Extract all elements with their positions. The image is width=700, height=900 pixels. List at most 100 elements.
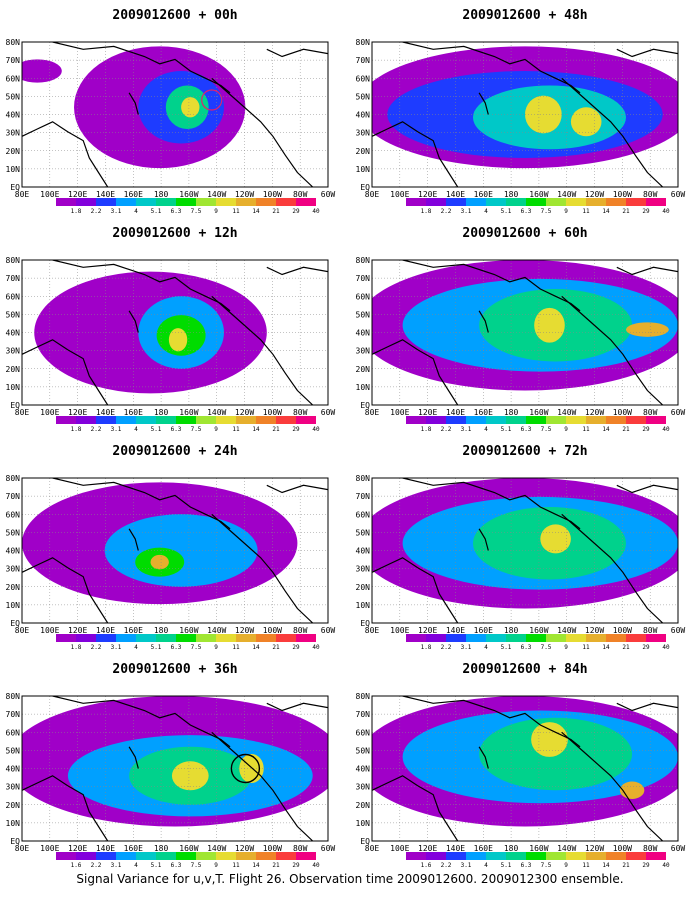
colorbar-swatch [406, 198, 426, 206]
colorbar-label: 40 [662, 426, 670, 433]
colorbar-swatch [566, 198, 586, 206]
lon-tick-label: 160E [124, 626, 143, 635]
lon-tick-label: 160W [179, 408, 198, 417]
coastline [372, 339, 459, 405]
lat-tick-label: 50N [356, 746, 371, 755]
colorbar-label: 21 [272, 426, 280, 433]
colorbar-swatch [256, 198, 276, 206]
colorbar-label: 1.8 [71, 644, 82, 651]
lon-tick-label: 140E [446, 844, 465, 853]
colorbar-label: 29 [292, 426, 300, 433]
colorbar-label: 9 [564, 208, 568, 215]
lon-tick-label: 160W [529, 408, 548, 417]
lon-tick-label: 160E [474, 190, 493, 199]
lat-tick-label: 10N [356, 383, 371, 392]
lat-tick-label: 10N [6, 383, 21, 392]
colorbar-swatch [96, 198, 116, 206]
lat-tick-label: EQ [360, 619, 370, 628]
variance-map: 80E 100E 120E 140E 160E 180 160W 140W 120W 100W 80… [6, 256, 336, 433]
panel-title: 2009012600 + 48h [462, 8, 588, 23]
lon-tick-label: 160W [529, 190, 548, 199]
colorbar-label: 11 [232, 208, 240, 215]
lon-tick-label: 140W [207, 626, 226, 635]
colorbar-label: 11 [582, 208, 590, 215]
colorbar-swatch [236, 634, 256, 642]
coastline [402, 260, 581, 312]
coastline [211, 295, 314, 405]
colorbar-swatch [466, 198, 486, 206]
colorbar-swatch [116, 198, 136, 206]
colorbar-label: 5.1 [501, 426, 512, 433]
colorbar-swatch [566, 852, 586, 860]
map-panel: 2009012600 + 00h 80E 100E 120E 140E 160E 180 16… [0, 0, 350, 215]
lat-tick-label: 50N [6, 746, 21, 755]
lon-tick-label: 80W [643, 844, 658, 853]
lat-tick-label: 40N [356, 765, 371, 774]
lon-tick-label: 140W [557, 844, 576, 853]
colorbar-label: 7.5 [541, 426, 552, 433]
variance-map: 80E 100E 120E 140E 160E 180 160W 140W 120W 100W 80… [356, 692, 686, 869]
colorbar-label: 9 [564, 426, 568, 433]
colorbar-swatch [586, 852, 606, 860]
colorbar-swatch [446, 416, 466, 424]
variance-map: 80E 100E 120E 140E 160E 180 160W 140W 120W 100W 80… [6, 38, 336, 215]
colorbar-swatch [486, 198, 506, 206]
colorbar-swatch [116, 852, 136, 860]
lon-tick-label: 120E [418, 408, 437, 417]
colorbar-swatch [96, 416, 116, 424]
colorbar-label: 2.2 [441, 208, 452, 215]
colorbar-swatch [526, 416, 546, 424]
colorbar-label: 7.5 [191, 644, 202, 651]
colorbar-swatch [546, 416, 566, 424]
colorbar-swatch [626, 634, 646, 642]
colorbar-label: 11 [582, 644, 590, 651]
lat-tick-label: 70N [6, 710, 21, 719]
lat-tick-label: 60N [356, 728, 371, 737]
figure-caption: Signal Variance for u,v,T. Flight 26. Ob… [76, 872, 624, 886]
lon-tick-label: 120E [68, 844, 87, 853]
coastline [22, 339, 109, 405]
colorbar-swatch [426, 198, 446, 206]
colorbar-label: 1.8 [421, 208, 432, 215]
lat-tick-label: 10N [356, 819, 371, 828]
lat-tick-label: EQ [360, 401, 370, 410]
coastline [402, 42, 581, 94]
colorbar-label: 4 [484, 644, 488, 651]
coastline [372, 557, 459, 623]
colorbar-swatch [586, 198, 606, 206]
colorbar-label: 21 [622, 862, 630, 869]
coastline [266, 48, 328, 58]
lon-tick-label: 80W [293, 408, 308, 417]
lat-tick-label: EQ [10, 183, 20, 192]
target-circle [201, 89, 223, 111]
lon-tick-label: 180 [154, 844, 169, 853]
coastline [22, 557, 109, 623]
coastline [211, 513, 314, 623]
lon-tick-label: 120W [235, 626, 254, 635]
colorbar-label: 14 [602, 862, 610, 869]
lat-tick-label: 20N [6, 801, 21, 810]
colorbar-label: 7.5 [191, 426, 202, 433]
lon-tick-label: 100W [613, 190, 632, 199]
lat-tick-label: 70N [356, 710, 371, 719]
colorbar-swatch [546, 852, 566, 860]
coastline [211, 77, 314, 187]
colorbar-label: 9 [214, 208, 218, 215]
colorbar-swatch [296, 198, 316, 206]
lat-tick-label: 50N [356, 528, 371, 537]
coastline [266, 484, 328, 494]
colorbar-label: 29 [292, 644, 300, 651]
colorbar-label: 29 [642, 208, 650, 215]
lat-tick-label: 60N [6, 728, 21, 737]
colorbar-label: 21 [272, 644, 280, 651]
colorbar-label: 7.5 [541, 208, 552, 215]
colorbar-label: 4 [134, 862, 138, 869]
lat-tick-label: 10N [6, 601, 21, 610]
lon-tick-label: 120E [68, 190, 87, 199]
lon-tick-label: 180 [504, 844, 519, 853]
coastline [561, 513, 664, 623]
colorbar-swatch [586, 416, 606, 424]
colorbar-label: 11 [232, 426, 240, 433]
colorbar-label: 6.3 [171, 426, 182, 433]
lon-tick-label: 100E [390, 844, 409, 853]
